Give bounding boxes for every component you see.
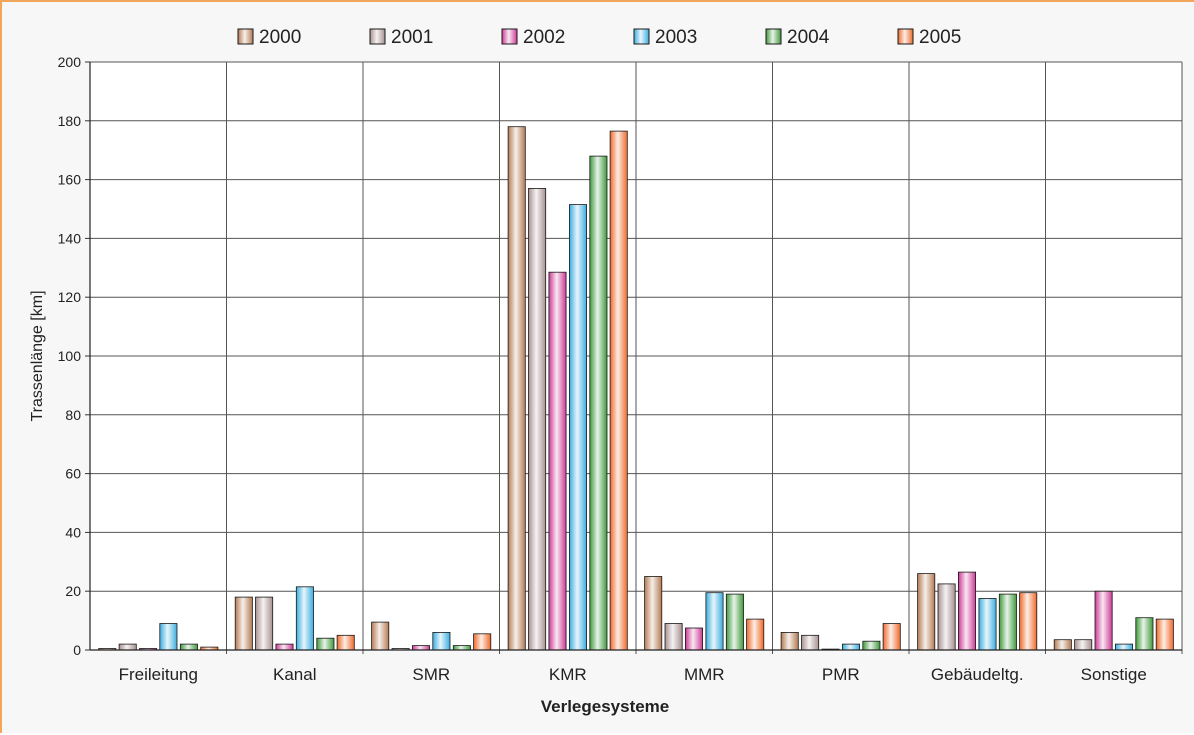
- x-tick-label: Sonstige: [1081, 665, 1147, 684]
- bar-2000-KMR: [507, 126, 526, 651]
- y-axis-title: Trassenlänge [km]: [29, 290, 46, 421]
- legend: 2000 2001 2002 2003 2004 2005: [237, 27, 961, 48]
- bar-2003-Sonstige: [1115, 643, 1134, 651]
- x-tick-label: Kanal: [273, 665, 316, 684]
- bar-2005-Kanal: [336, 634, 355, 651]
- y-tick-label: 0: [73, 642, 81, 658]
- bar-2003-Kanal: [295, 586, 314, 651]
- grid-lines: [89, 61, 1183, 654]
- bar-2004-SMR: [452, 645, 471, 651]
- y-tick-label: 120: [58, 289, 82, 305]
- y-tick-label: 60: [65, 466, 81, 482]
- bar-2005-Sonstige: [1155, 618, 1174, 651]
- bar-2004-Sonstige: [1135, 617, 1154, 651]
- x-tick-label: SMR: [412, 665, 450, 684]
- y-tick-label: 160: [58, 172, 82, 188]
- x-tick-label: MMR: [684, 665, 725, 684]
- bar-2001-Freileitung: [118, 643, 137, 651]
- bar-2004-MMR: [725, 593, 744, 651]
- x-axis-title: Verlegesysteme: [541, 697, 670, 716]
- bar-2000-Gebäudeltg.: [917, 573, 936, 651]
- y-tick-label: 100: [58, 348, 82, 364]
- bar-2001-Gebäudeltg.: [937, 583, 956, 651]
- legend-label-2000: 2000: [259, 27, 301, 48]
- bar-2002-MMR: [685, 627, 704, 651]
- legend-swatch-2001: [369, 28, 386, 45]
- bar-2001-KMR: [528, 187, 547, 651]
- bar-2005-MMR: [746, 618, 765, 651]
- x-tick-label: Freileitung: [119, 665, 198, 684]
- bar-2000-Sonstige: [1053, 639, 1072, 651]
- x-tick-label: PMR: [822, 665, 860, 684]
- y-tick-label: 140: [58, 230, 82, 246]
- y-tick-label: 80: [65, 407, 81, 423]
- bar-2000-MMR: [644, 576, 663, 651]
- bar-2004-PMR: [862, 640, 881, 651]
- bar-2004-Freileitung: [179, 643, 198, 651]
- y-tick-label: 200: [58, 54, 82, 70]
- axes: 0 20 40 60 80 100 120 140 160 180 200 Freileitung Ka…: [58, 54, 1182, 684]
- legend-label-2005: 2005: [919, 27, 961, 48]
- legend-swatch-2004: [765, 28, 782, 45]
- legend-label-2002: 2002: [523, 27, 565, 48]
- bar-2005-PMR: [882, 623, 901, 651]
- bar-2003-PMR: [842, 643, 861, 651]
- bar-2000-SMR: [371, 621, 390, 651]
- bar-2002-SMR: [411, 645, 430, 651]
- bar-2000-Kanal: [234, 596, 253, 651]
- legend-label-2003: 2003: [655, 27, 697, 48]
- bar-2004-Gebäudeltg.: [998, 593, 1017, 651]
- bar-2001-Sonstige: [1074, 639, 1093, 651]
- bar-2001-MMR: [664, 623, 683, 651]
- legend-swatch-2002: [501, 28, 518, 45]
- legend-label-2001: 2001: [391, 27, 433, 48]
- bar-2003-MMR: [705, 592, 724, 651]
- y-tick-label: 20: [65, 583, 81, 599]
- legend-swatch-2003: [633, 28, 650, 45]
- bar-2003-Gebäudeltg.: [978, 598, 997, 651]
- bar-2005-SMR: [473, 633, 492, 651]
- legend-label-2004: 2004: [787, 27, 830, 48]
- bar-2003-SMR: [432, 632, 451, 651]
- bar-2001-PMR: [801, 634, 820, 651]
- x-tick-label: Gebäudeltg.: [931, 665, 1024, 684]
- bar-2002-Sonstige: [1094, 590, 1113, 651]
- y-tick-label: 180: [58, 113, 82, 129]
- bar-2002-Gebäudeltg.: [958, 571, 977, 651]
- legend-swatch-2005: [897, 28, 914, 45]
- y-tick-label: 40: [65, 524, 81, 540]
- bar-2004-KMR: [589, 155, 608, 651]
- bar-2005-KMR: [609, 130, 628, 651]
- bar-2005-Gebäudeltg.: [1019, 592, 1038, 651]
- bar-2002-KMR: [548, 271, 567, 651]
- bar-2002-Kanal: [275, 643, 294, 651]
- bar-2003-KMR: [569, 204, 588, 651]
- legend-swatch-2000: [237, 28, 254, 45]
- bar-2000-PMR: [780, 632, 799, 651]
- bar-2001-Kanal: [255, 596, 274, 651]
- x-tick-label: KMR: [549, 665, 587, 684]
- bar-2004-Kanal: [316, 637, 335, 651]
- bar-2003-Freileitung: [159, 623, 178, 651]
